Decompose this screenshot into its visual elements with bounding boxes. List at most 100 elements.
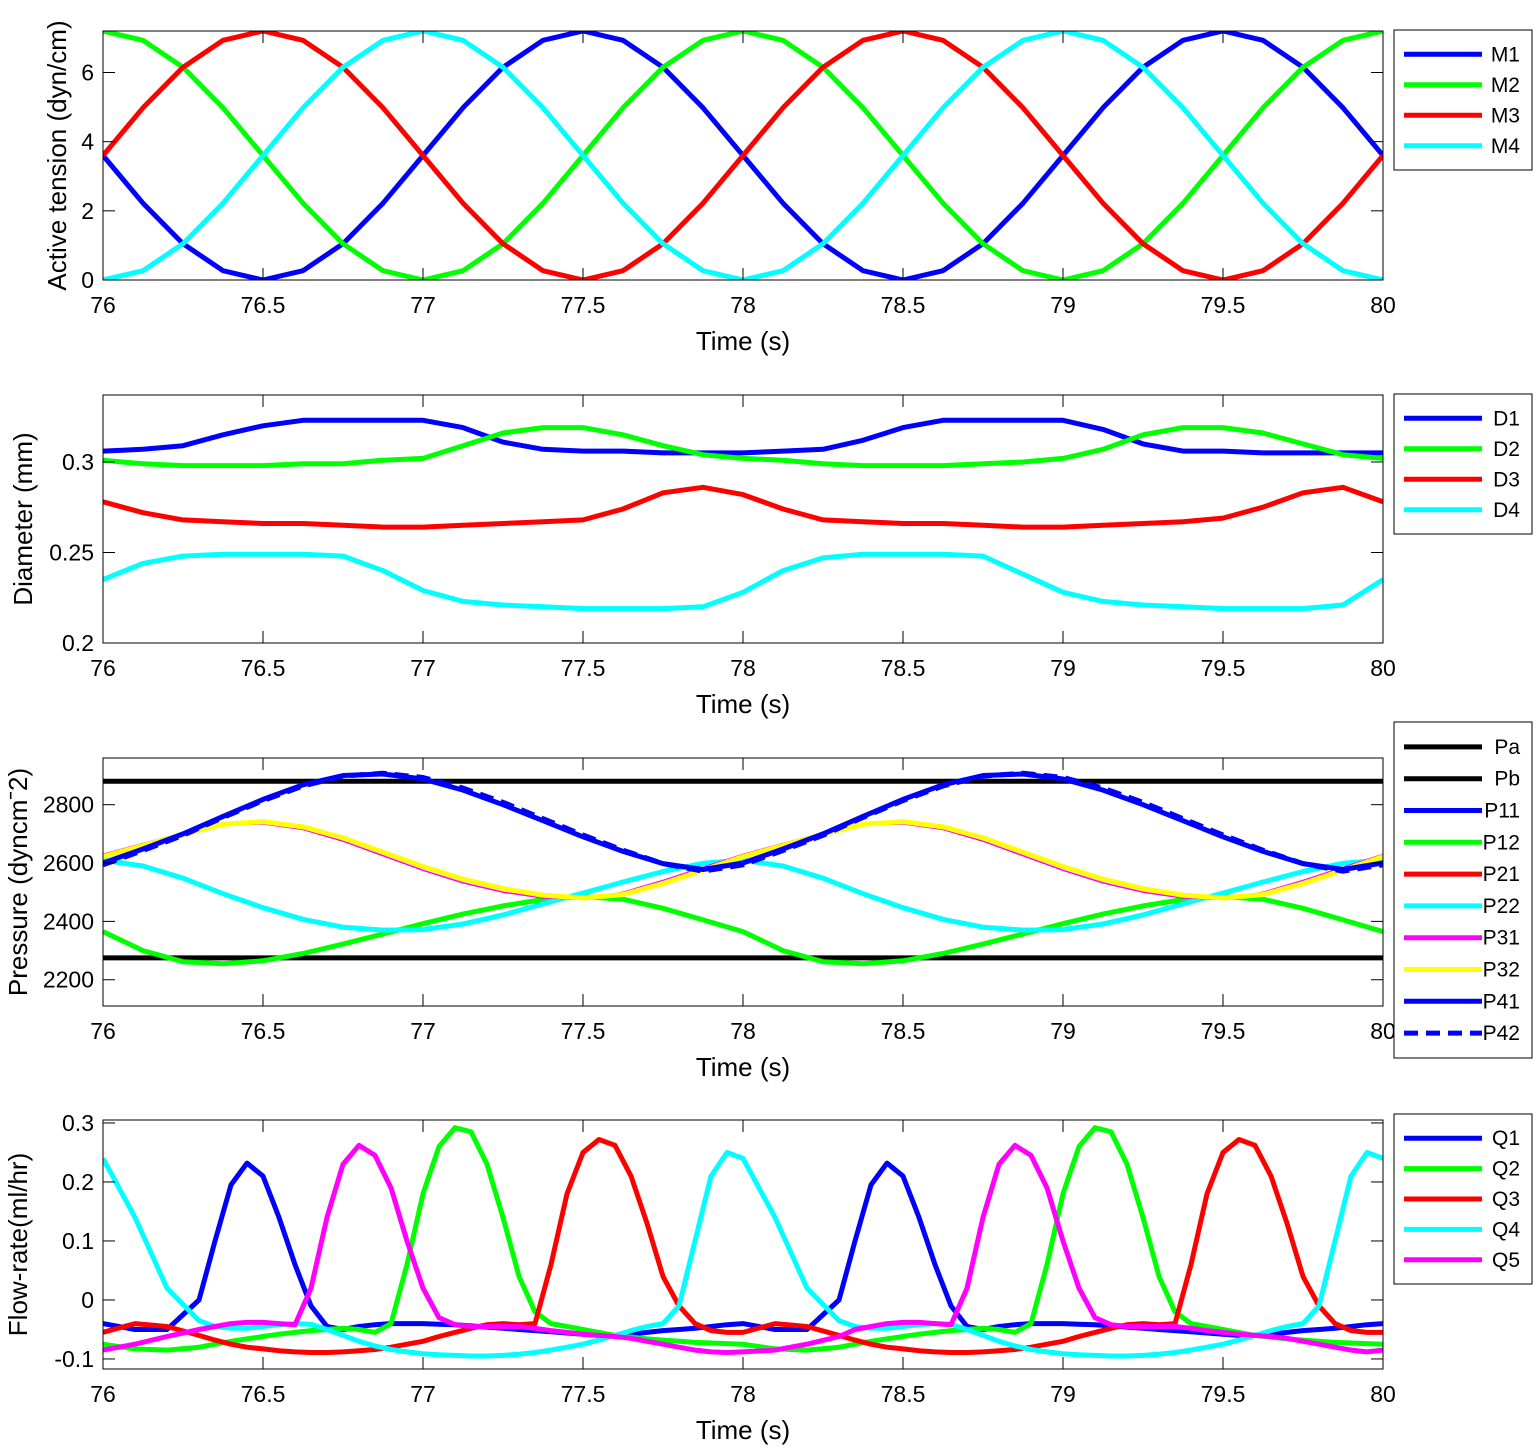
legend-label-pb: Pb bbox=[1494, 768, 1520, 791]
x-tick-label: 80 bbox=[1370, 1018, 1396, 1044]
x-tick-label: 80 bbox=[1370, 292, 1396, 318]
x-tick-label: 76.5 bbox=[241, 655, 286, 681]
legend-label-pa: Pa bbox=[1494, 736, 1520, 759]
x-tick-label: 76 bbox=[90, 292, 116, 318]
y-tick-label: 2800 bbox=[43, 792, 94, 818]
series-line-p22 bbox=[103, 857, 1383, 933]
x-tick-label: 79.5 bbox=[1201, 1381, 1246, 1407]
y-tick-label: 2200 bbox=[43, 967, 94, 993]
legend-label-q2: Q2 bbox=[1492, 1158, 1520, 1181]
series-line-q4 bbox=[103, 1150, 1383, 1359]
legend-label-d3: D3 bbox=[1493, 468, 1520, 491]
y-tick-label: 2400 bbox=[43, 908, 94, 934]
series-line-d2 bbox=[103, 425, 1383, 469]
series-group bbox=[103, 31, 1383, 280]
series-line-q3 bbox=[103, 1137, 1383, 1355]
x-tick-label: 76.5 bbox=[241, 292, 286, 318]
series-line-d1 bbox=[103, 417, 1383, 456]
series-line-m4 bbox=[103, 31, 1383, 280]
chart-panel-1: 76 76.5 77 77.5 78 78.5 79 79.5 80 0 2 4 6 Time (s) Ac… bbox=[42, 20, 1533, 356]
y-tick-label: 0.2 bbox=[62, 630, 94, 656]
x-tick-label: 79.5 bbox=[1201, 292, 1246, 318]
y-tick-label: 2600 bbox=[43, 850, 94, 876]
x-tick-label: 77.5 bbox=[561, 1018, 606, 1044]
y-tick-label: -0.1 bbox=[54, 1346, 94, 1372]
series-line-q2 bbox=[103, 1125, 1383, 1353]
series-line-q1 bbox=[103, 1160, 1383, 1338]
legend-label-m1: M1 bbox=[1491, 43, 1520, 66]
series-line-d4 bbox=[103, 551, 1383, 612]
series-group bbox=[103, 770, 1383, 967]
x-tick-label: 77 bbox=[410, 292, 436, 318]
plot-area-frame bbox=[102, 757, 1384, 1007]
legend-label-p12: P12 bbox=[1483, 831, 1520, 854]
x-tick-label: 79 bbox=[1050, 292, 1076, 318]
y-tick-label: 0.3 bbox=[62, 449, 94, 475]
series-line-p12 bbox=[103, 894, 1383, 967]
chart-panel-2: 76 76.5 77 77.5 78 78.5 79 79.5 80 0.2 0.25 0.3 Time… bbox=[8, 393, 1533, 719]
x-tick-label: 78.5 bbox=[881, 1018, 926, 1044]
legend-label-p21: P21 bbox=[1483, 863, 1520, 886]
y-tick-label: 0 bbox=[81, 1287, 94, 1313]
x-tick-label: 78 bbox=[730, 1018, 756, 1044]
x-tick-label: 76 bbox=[90, 1018, 116, 1044]
x-tick-label: 78.5 bbox=[881, 655, 926, 681]
legend: Q1 Q2 Q3 Q4 Q5 bbox=[1393, 1113, 1533, 1285]
x-tick-label: 80 bbox=[1370, 655, 1396, 681]
y-tick-label: 0.3 bbox=[62, 1110, 94, 1136]
legend-label-p31: P31 bbox=[1483, 927, 1520, 950]
legend-label-p32: P32 bbox=[1483, 959, 1520, 982]
series-group bbox=[103, 417, 1383, 612]
x-tick-label: 77 bbox=[410, 1381, 436, 1407]
x-tick-label: 78 bbox=[730, 1381, 756, 1407]
legend-label-p11: P11 bbox=[1484, 800, 1520, 823]
legend-label-d4: D4 bbox=[1493, 499, 1520, 522]
y-tick-label: 0.25 bbox=[49, 539, 94, 565]
legend-label-q3: Q3 bbox=[1492, 1188, 1520, 1211]
series-line-d3 bbox=[103, 484, 1383, 530]
series-line-p42 bbox=[103, 770, 1383, 874]
x-axis-label: Time (s) bbox=[696, 326, 790, 356]
x-axis-label: Time (s) bbox=[696, 689, 790, 719]
legend-label-m2: M2 bbox=[1491, 74, 1520, 97]
y-axis-label: Diameter (mm) bbox=[8, 432, 38, 605]
x-tick-label: 76 bbox=[90, 1381, 116, 1407]
chart-panel-3: 76 76.5 77 77.5 78 78.5 79 79.5 80 2200 2400 2600 28… bbox=[3, 721, 1533, 1082]
x-tick-label: 77.5 bbox=[561, 292, 606, 318]
x-tick-label: 77 bbox=[410, 1018, 436, 1044]
legend-label-p41: P41 bbox=[1483, 990, 1520, 1013]
legend-label-p42: P42 bbox=[1483, 1022, 1520, 1045]
x-tick-label: 77 bbox=[410, 655, 436, 681]
chart-panel-4: 76 76.5 77 77.5 78 78.5 79 79.5 80 -0.1 0 0.1 0.2 0.3… bbox=[3, 1110, 1533, 1445]
legend-label-m4: M4 bbox=[1491, 135, 1520, 158]
series-line-m3 bbox=[103, 31, 1383, 280]
y-axis-label: Flow-rate(ml/hr) bbox=[3, 1153, 33, 1336]
x-tick-label: 77.5 bbox=[561, 1381, 606, 1407]
y-tick-label: 0.2 bbox=[62, 1169, 94, 1195]
x-tick-label: 78 bbox=[730, 655, 756, 681]
x-tick-label: 76.5 bbox=[241, 1018, 286, 1044]
x-axis-label: Time (s) bbox=[696, 1052, 790, 1082]
x-tick-label: 79.5 bbox=[1201, 655, 1246, 681]
x-tick-label: 78.5 bbox=[881, 1381, 926, 1407]
legend: M1 M2 M3 M4 bbox=[1393, 29, 1533, 171]
y-tick-label: 4 bbox=[81, 129, 94, 155]
legend-label-d1: D1 bbox=[1493, 407, 1520, 430]
x-tick-label: 79 bbox=[1050, 1018, 1076, 1044]
x-tick-label: 79 bbox=[1050, 655, 1076, 681]
x-tick-label: 77.5 bbox=[561, 655, 606, 681]
legend-label-q4: Q4 bbox=[1492, 1218, 1520, 1241]
x-tick-label: 78.5 bbox=[881, 292, 926, 318]
legend-label-m3: M3 bbox=[1491, 104, 1520, 127]
y-tick-label: 0.1 bbox=[62, 1228, 94, 1254]
y-tick-label: 0 bbox=[81, 267, 94, 293]
legend-label-q5: Q5 bbox=[1492, 1249, 1520, 1272]
x-tick-label: 80 bbox=[1370, 1381, 1396, 1407]
series-group bbox=[103, 1125, 1383, 1359]
y-axis-label: Active tension (dyn/cm) bbox=[42, 20, 72, 290]
x-tick-label: 76 bbox=[90, 655, 116, 681]
x-tick-label: 79.5 bbox=[1201, 1018, 1246, 1044]
legend-label-q1: Q1 bbox=[1492, 1127, 1520, 1150]
legend: D1 D2 D3 D4 bbox=[1393, 393, 1533, 535]
